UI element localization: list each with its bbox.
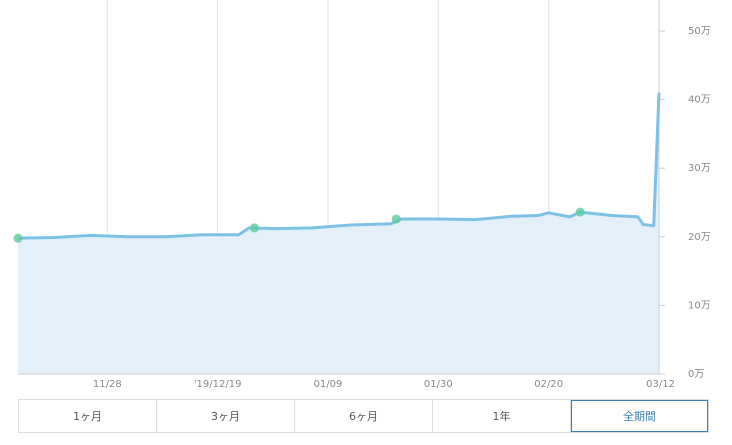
event-marker (575, 207, 585, 217)
x-tick-label: 01/09 (314, 379, 343, 390)
range-button[interactable]: 6ヶ月 (295, 400, 433, 432)
range-button[interactable]: 1ヶ月 (19, 400, 157, 432)
x-tick-label: 02/20 (534, 379, 563, 390)
range-button[interactable]: 1年 (433, 400, 571, 432)
x-tick-label: 11/28 (93, 379, 122, 390)
y-tick-label: 0万 (688, 369, 704, 380)
y-tick-label: 20万 (688, 232, 711, 243)
range-button[interactable]: 3ヶ月 (157, 400, 295, 432)
y-tick-label: 30万 (688, 163, 711, 174)
y-tick-label: 10万 (688, 300, 711, 311)
event-marker (249, 223, 259, 233)
chart: 11/28 '19/12/19 01/09 01/30 02/20 03/12 0万 10万 2… (13, 0, 711, 390)
y-tick-label: 40万 (688, 95, 711, 106)
y-tick-label: 50万 (688, 26, 711, 37)
x-tick-label: '19/12/19 (194, 379, 242, 390)
range-buttons: 1ヶ月 3ヶ月 6ヶ月 1年 全期間 (18, 399, 709, 433)
x-tick-label: 01/30 (424, 379, 453, 390)
range-button[interactable]: 全期間 (571, 400, 708, 432)
line (17, 92, 661, 240)
x-tick-label: 03/12 (646, 379, 675, 390)
area (18, 92, 659, 375)
event-marker (13, 233, 23, 243)
event-marker (391, 214, 401, 224)
